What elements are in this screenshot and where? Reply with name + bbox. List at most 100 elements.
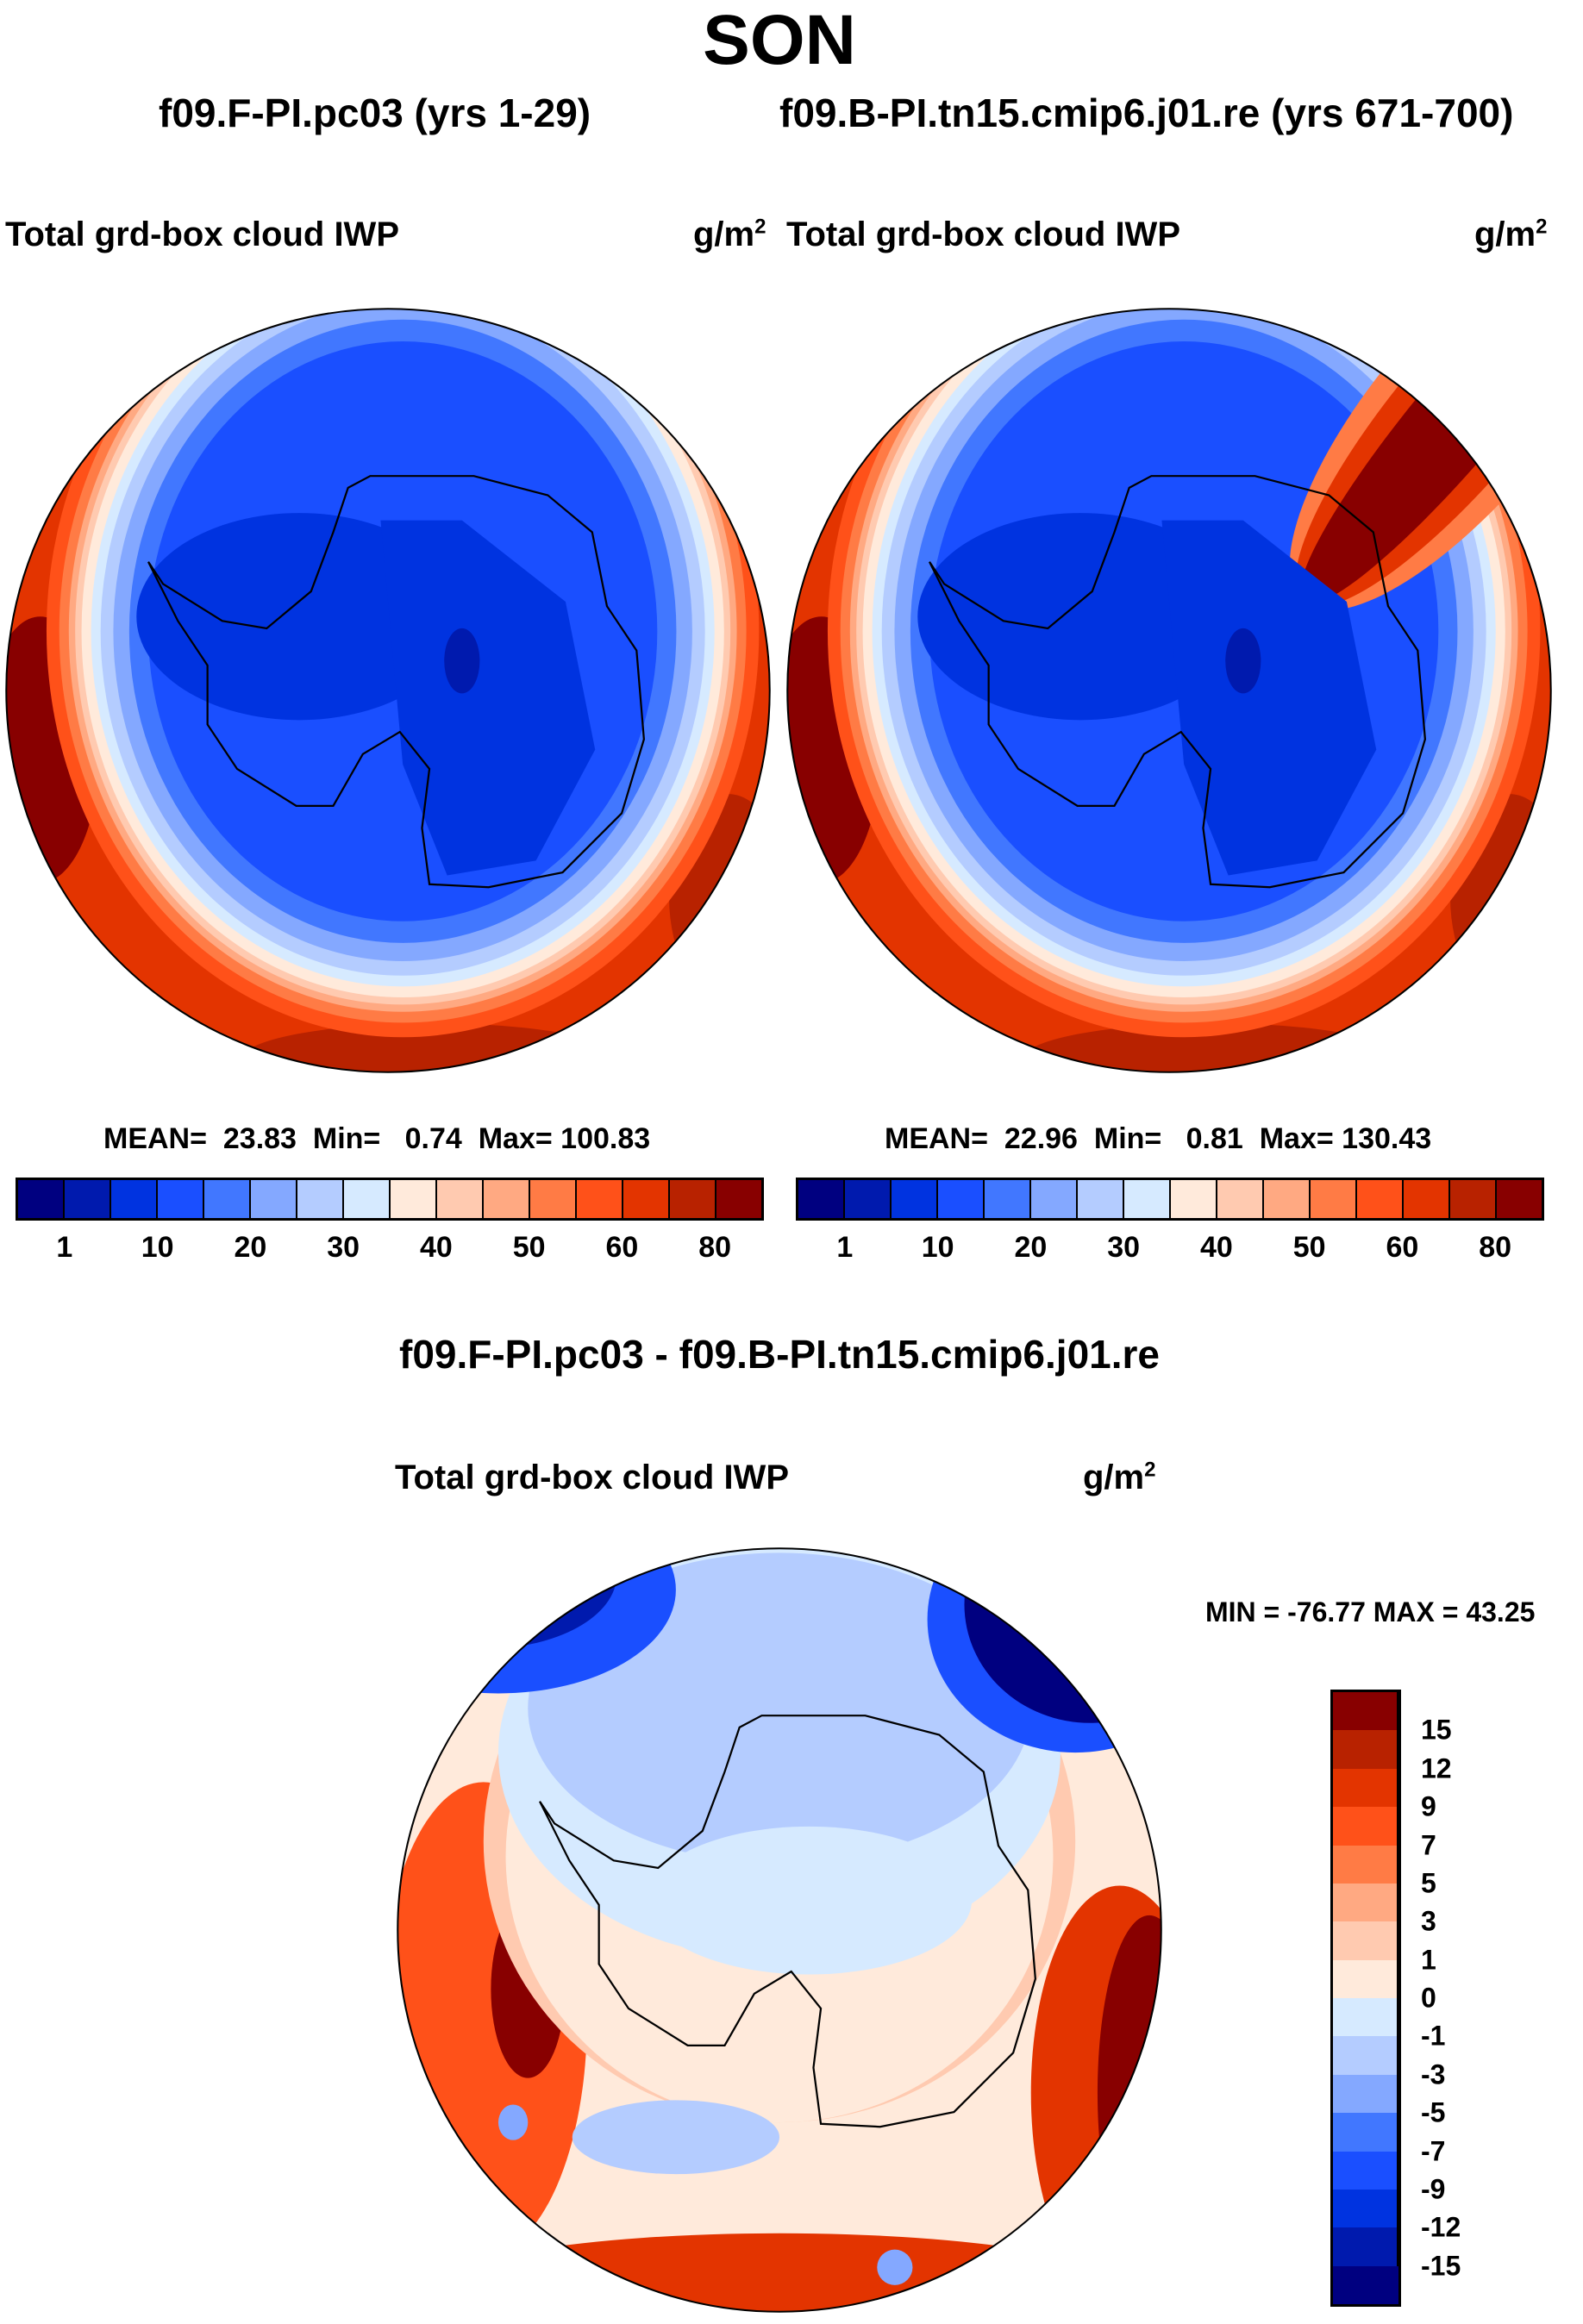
units-exponent: 2: [1144, 1458, 1156, 1482]
panel-2-units: g/m2: [1474, 216, 1547, 254]
min-label: Min=: [312, 1122, 381, 1155]
colorbar-tick-label: -3: [1421, 2058, 1446, 2090]
colorbar-box: [1171, 1180, 1217, 1218]
colorbar-box: [1311, 1180, 1357, 1218]
colorbar-box: [251, 1180, 297, 1218]
colorbar-tick-label: 20: [234, 1231, 267, 1264]
colorbar-tick-label: -5: [1421, 2096, 1446, 2128]
colorbar-diff: [1330, 1690, 1401, 2307]
colorbar-tick-label: -9: [1421, 2173, 1446, 2205]
contour-region: [397, 1548, 617, 1649]
colorbar-box: [111, 1180, 158, 1218]
colorbar-tick-label: 30: [1107, 1231, 1141, 1264]
colorbar-tick-label: 1: [1421, 1944, 1436, 1976]
contour-region: [572, 2100, 779, 2175]
colorbar-tick-label: 80: [1479, 1231, 1512, 1264]
diff-variable: Total grd-box cloud IWP: [395, 1459, 789, 1496]
colorbar-tick-label: 3: [1421, 1905, 1436, 1937]
units-text: g/m: [693, 216, 755, 253]
units-exponent: 2: [1536, 215, 1548, 239]
colorbar-box: [1078, 1180, 1124, 1218]
dark-region: [1161, 520, 1377, 876]
colorbar-tick-label: 40: [1199, 1231, 1233, 1264]
diff-title: f09.F-PI.pc03 - f09.B-PI.tn15.cmip6.j01.…: [399, 1332, 1160, 1377]
panel-1-case-title: f09.F-PI.pc03 (yrs 1-29): [159, 91, 591, 135]
colorbar-box: [530, 1180, 577, 1218]
antarctica-coastline: [929, 475, 1426, 889]
diff-minmax: MIN = -76.77 MAX = 43.25: [1205, 1596, 1536, 1627]
map-border: [397, 1547, 1162, 2313]
colorbar-box: [1404, 1180, 1450, 1218]
colorbar-box: [845, 1180, 892, 1218]
colorbar-box: [1333, 1959, 1398, 1998]
colorbar-box: [1333, 2113, 1398, 2152]
contour-region: [964, 1548, 1161, 1723]
antarctica-coastline: [147, 475, 645, 889]
colorbar-tick-label: 20: [1014, 1231, 1048, 1264]
colorbar-box: [1450, 1180, 1497, 1218]
colorbar-box: [1333, 2227, 1398, 2266]
max-label: Max=: [478, 1122, 553, 1155]
contour-region: [424, 2233, 1135, 2312]
colorbar-tick-label: 30: [327, 1231, 360, 1264]
colorbar-box: [1333, 2036, 1398, 2075]
colorbar-box: [1333, 2074, 1398, 2114]
antarctica-coastline: [539, 1715, 1036, 2128]
colorbar-box: [938, 1180, 985, 1218]
colorbar-box: [1333, 1768, 1398, 1808]
min-value: 0.74: [404, 1122, 462, 1155]
colorbar-box: [65, 1180, 111, 1218]
colorbar-panel-1: [16, 1178, 764, 1221]
colorbar-box: [1333, 1883, 1398, 1922]
colorbar-tick-label: 15: [1421, 1714, 1452, 1746]
contour-region: [497, 2104, 529, 2140]
diff-units: g/m2: [1083, 1459, 1155, 1497]
colorbar-tick-label: 50: [1292, 1231, 1326, 1264]
mean-label: MEAN=: [885, 1122, 988, 1155]
colorbar-tick-label: 12: [1421, 1752, 1452, 1784]
colorbar-box: [1333, 1730, 1398, 1769]
map-border: [5, 308, 771, 1073]
map-panel-1: [5, 308, 771, 1073]
colorbar-tick-label: 50: [512, 1231, 546, 1264]
dark-region: [136, 513, 462, 721]
colorbar-tick-label: 9: [1421, 1790, 1436, 1822]
colorbar-box: [297, 1180, 344, 1218]
main-title: SON: [703, 1, 856, 79]
colorbar-box: [18, 1180, 65, 1218]
colorbar-box: [484, 1180, 530, 1218]
colorbar-box: [1124, 1180, 1171, 1218]
colorbar-tick-label: 10: [921, 1231, 954, 1264]
mean-value: 23.83: [222, 1122, 297, 1155]
panel-1-units: g/m2: [693, 216, 766, 254]
contour-region: [240, 1023, 625, 1072]
colorbar-tick-label: 7: [1421, 1829, 1436, 1860]
colorbar-box: [1333, 1921, 1398, 1960]
colorbar-tick-label: 5: [1421, 1867, 1436, 1899]
max-value: 130.43: [1342, 1122, 1432, 1155]
colorbar-panel-2: [796, 1178, 1544, 1221]
colorbar-tick-label: -15: [1421, 2250, 1461, 2282]
panel-2-case-title: f09.B-PI.tn15.cmip6.j01.re (yrs 671-700): [779, 91, 1514, 135]
map-field: [787, 309, 1551, 1072]
colorbar-box: [623, 1180, 670, 1218]
colorbar-box: [1357, 1180, 1404, 1218]
colorbar-tick-label: 1: [56, 1231, 73, 1264]
max-label: Max=: [1259, 1122, 1334, 1155]
contour-region: [397, 1548, 676, 1694]
colorbar-box: [1264, 1180, 1311, 1218]
colorbar-box: [577, 1180, 623, 1218]
colorbar-tick-label: 40: [419, 1231, 453, 1264]
map-diff: [397, 1547, 1162, 2313]
contour-region: [1021, 1023, 1406, 1072]
contour-region: [1097, 1915, 1161, 2271]
colorbar-box: [1031, 1180, 1078, 1218]
dark-region: [917, 513, 1243, 721]
colorbar-box: [158, 1180, 204, 1218]
colorbar-box: [1333, 2265, 1398, 2304]
map-field: [6, 309, 770, 1072]
colorbar-tick-label: 1: [836, 1231, 854, 1264]
dark-region: [380, 520, 596, 876]
mean-label: MEAN=: [103, 1122, 207, 1155]
